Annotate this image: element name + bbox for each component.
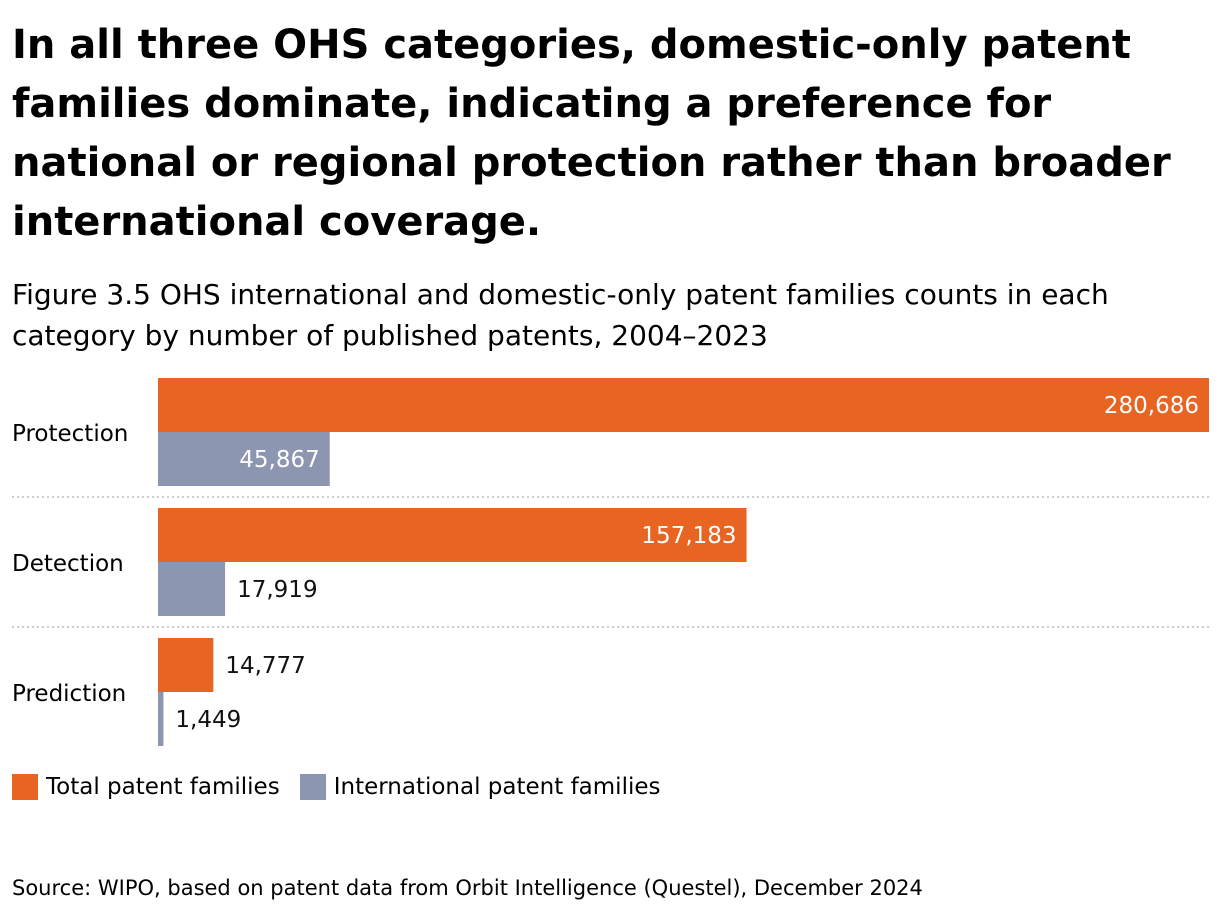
chart-headline: In all three OHS categories, domestic-on… <box>12 22 1171 245</box>
legend-swatch-total <box>12 774 38 800</box>
legend-label-international: International patent families <box>333 774 661 800</box>
data-label-protection-total: 280,686 <box>1104 393 1199 419</box>
data-label-prediction-total: 14,777 <box>225 653 305 679</box>
data-label-protection-international: 45,867 <box>239 447 319 473</box>
bar-detection-total <box>158 508 747 562</box>
data-label-detection-international: 17,919 <box>237 577 317 603</box>
bar-protection-total <box>158 378 1209 432</box>
bar-protection-international <box>158 432 330 486</box>
data-label-prediction-international: 1,449 <box>175 707 241 733</box>
category-label-detection: Detection <box>12 551 124 577</box>
bar-chart: Protection 280,686 45,867 Detection 157,183 1… <box>12 378 1209 746</box>
source-note: Source: WIPO, based on patent data from … <box>12 876 923 900</box>
figure-subtitle: Figure 3.5 OHS international and domesti… <box>12 278 1109 352</box>
bar-prediction-total <box>158 638 214 692</box>
bar-detection-international <box>158 562 226 616</box>
legend-label-total: Total patent families <box>46 774 280 800</box>
legend-swatch-international <box>299 774 326 800</box>
legend-item-total: Total patent families <box>12 774 280 800</box>
data-label-detection-total: 157,183 <box>641 523 736 549</box>
legend-item-international: International patent families <box>299 774 661 800</box>
category-label-prediction: Prediction <box>12 681 126 707</box>
category-label-protection: Protection <box>12 421 128 447</box>
chart-legend: Total patent families International pate… <box>12 774 680 800</box>
bar-prediction-international <box>158 692 164 746</box>
